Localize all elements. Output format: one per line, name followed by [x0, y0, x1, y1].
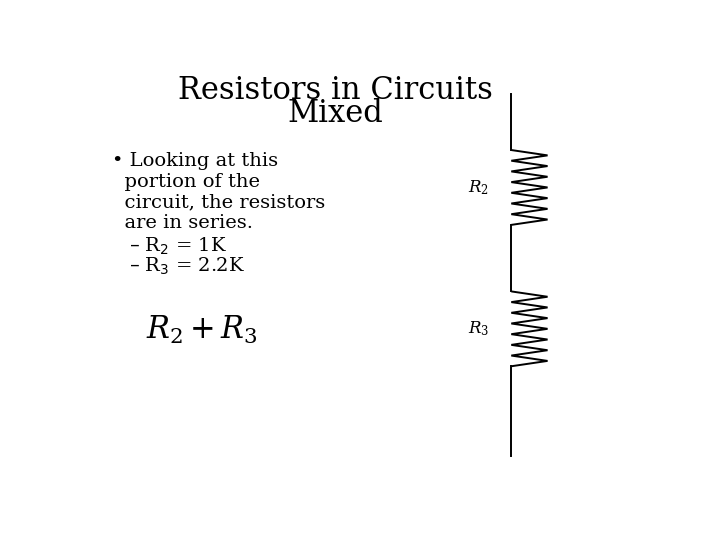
Text: $R_2 + R_3$: $R_2 + R_3$	[145, 314, 258, 346]
Text: Mixed: Mixed	[288, 98, 383, 129]
Text: • Looking at this: • Looking at this	[112, 152, 279, 170]
Text: circuit, the resistors: circuit, the resistors	[112, 194, 325, 212]
Text: portion of the: portion of the	[112, 173, 261, 191]
Text: $R_3$: $R_3$	[468, 320, 489, 338]
Text: – R$_2$ = 1K: – R$_2$ = 1K	[129, 235, 227, 256]
Text: are in series.: are in series.	[112, 214, 253, 233]
Text: Resistors in Circuits: Resistors in Circuits	[178, 75, 493, 106]
Text: – R$_3$ = 2.2K: – R$_3$ = 2.2K	[129, 256, 246, 278]
Text: $R_2$: $R_2$	[468, 178, 489, 197]
